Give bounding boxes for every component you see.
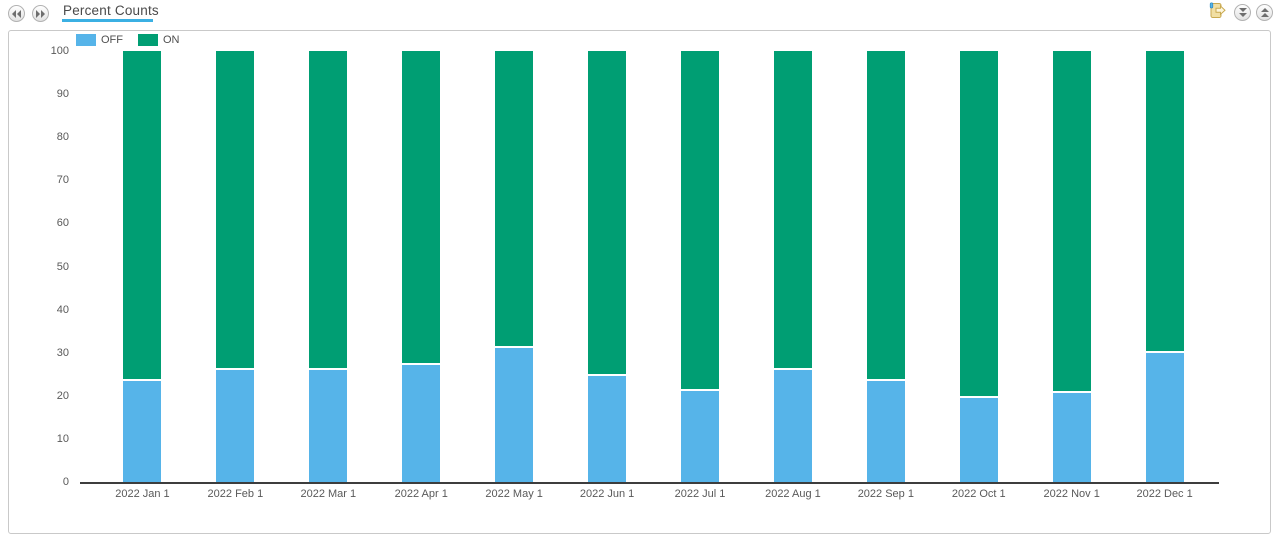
y-axis-tick-labels: 0 10 20 30 40 50 60 70 80 90 100: [9, 45, 69, 488]
stacked-bar: [123, 51, 162, 482]
bar-segment-off: [588, 374, 627, 482]
bar-segment-off: [1145, 350, 1184, 482]
export-button[interactable]: [1208, 1, 1227, 24]
stacked-bar: [959, 51, 998, 482]
bar-slot: [189, 51, 282, 482]
nav-next-button[interactable]: [32, 5, 49, 22]
bar-segment-off: [773, 367, 812, 482]
y-tick-label: 100: [50, 45, 69, 57]
expand-button[interactable]: [1256, 4, 1273, 21]
stacked-bar: [216, 51, 255, 482]
bar-segment-off: [495, 346, 534, 482]
double-chevron-up-icon: [1260, 4, 1269, 22]
nav-previous-button[interactable]: [8, 5, 25, 22]
x-tick-label: 2022 Dec 1: [1136, 488, 1193, 500]
bar-segment-off: [680, 389, 719, 482]
legend-item-off[interactable]: OFF: [76, 34, 123, 46]
bar-slot: [96, 51, 189, 482]
bar-segment-on: [866, 51, 905, 379]
collapse-button[interactable]: [1234, 4, 1251, 21]
stacked-bar: [866, 51, 905, 482]
bar-segment-on: [123, 51, 162, 379]
y-tick-label: 10: [56, 432, 69, 445]
x-tick-label: 2022 Apr 1: [394, 488, 448, 500]
bar-segment-on: [588, 51, 627, 375]
bar-slot: [1025, 51, 1118, 482]
x-tick-label: 2022 Jul 1: [674, 488, 726, 500]
bar-slot: [839, 51, 932, 482]
double-chevron-left-icon: [12, 9, 21, 18]
legend-label: ON: [163, 34, 180, 46]
x-tick-label: 2022 Aug 1: [765, 488, 821, 500]
stacked-bar: [495, 51, 534, 482]
bar-segment-on: [309, 51, 348, 368]
bar-segment-off: [866, 378, 905, 482]
y-tick-label: 70: [56, 174, 69, 187]
bar-segment-on: [402, 51, 441, 364]
tab-percent-counts[interactable]: Percent Counts: [62, 3, 160, 22]
x-tick-label: 2022 Mar 1: [300, 488, 357, 500]
tab-label: Percent Counts: [63, 3, 159, 18]
x-tick-label: 2022 Sep 1: [857, 488, 914, 500]
bar-segment-on: [216, 51, 255, 368]
x-axis-tick-labels: 2022 Jan 1 2022 Feb 1 2022 Mar 1 2022 Apr 1…: [96, 488, 1211, 500]
y-tick-label: 90: [56, 88, 69, 101]
legend-item-on[interactable]: ON: [138, 34, 180, 46]
bar-segment-on: [495, 51, 534, 347]
stacked-bar: [680, 51, 719, 482]
bar-segment-on: [1145, 51, 1184, 351]
bar-segment-off: [959, 395, 998, 482]
plot-area: [80, 51, 1219, 484]
active-tab-indicator: [62, 19, 153, 22]
x-tick-label: 2022 May 1: [485, 488, 543, 500]
bar-segment-off: [216, 367, 255, 482]
x-tick-label: 2022 Oct 1: [951, 488, 1006, 500]
bar-segment-on: [680, 51, 719, 390]
bar-segment-off: [309, 367, 348, 482]
bar-slot: [561, 51, 654, 482]
bar-segment-off: [1052, 391, 1091, 482]
double-chevron-down-icon: [1238, 4, 1247, 22]
y-tick-label: 60: [56, 217, 69, 230]
x-axis-line: [80, 482, 1219, 484]
toolbar: Percent Counts: [0, 0, 1277, 30]
stacked-bar: [1145, 51, 1184, 482]
bar-slot: [746, 51, 839, 482]
y-tick-label: 80: [56, 131, 69, 144]
bar-slot: [375, 51, 468, 482]
bar-segment-on: [959, 51, 998, 396]
y-tick-label: 40: [56, 303, 69, 316]
legend-label: OFF: [101, 34, 123, 46]
bars: [96, 51, 1211, 482]
bar-segment-off: [402, 363, 441, 482]
x-tick-label: 2022 Nov 1: [1043, 488, 1100, 500]
y-tick-label: 50: [56, 260, 69, 273]
x-tick-label: 2022 Feb 1: [207, 488, 264, 500]
legend-swatch-off: [76, 34, 96, 46]
bar-slot: [1118, 51, 1211, 482]
y-tick-label: 0: [62, 476, 69, 488]
bar-slot: [282, 51, 375, 482]
x-tick-label: 2022 Jun 1: [579, 488, 635, 500]
stacked-bar: [402, 51, 441, 482]
bar-slot: [468, 51, 561, 482]
bar-slot: [654, 51, 747, 482]
stacked-bar: [588, 51, 627, 482]
bar-segment-off: [123, 378, 162, 482]
x-tick-label: 2022 Jan 1: [115, 488, 170, 500]
y-tick-label: 20: [56, 389, 69, 402]
stacked-bar: [773, 51, 812, 482]
export-icon: [1209, 1, 1227, 24]
y-tick-label: 30: [56, 346, 69, 359]
bar-segment-on: [1052, 51, 1091, 392]
stacked-bar: [309, 51, 348, 482]
bar-slot: [932, 51, 1025, 482]
legend-swatch-on: [138, 34, 158, 46]
double-chevron-right-icon: [36, 9, 45, 18]
stacked-bar: [1052, 51, 1091, 482]
chart-legend: OFF ON: [76, 34, 180, 46]
bar-segment-on: [773, 51, 812, 368]
